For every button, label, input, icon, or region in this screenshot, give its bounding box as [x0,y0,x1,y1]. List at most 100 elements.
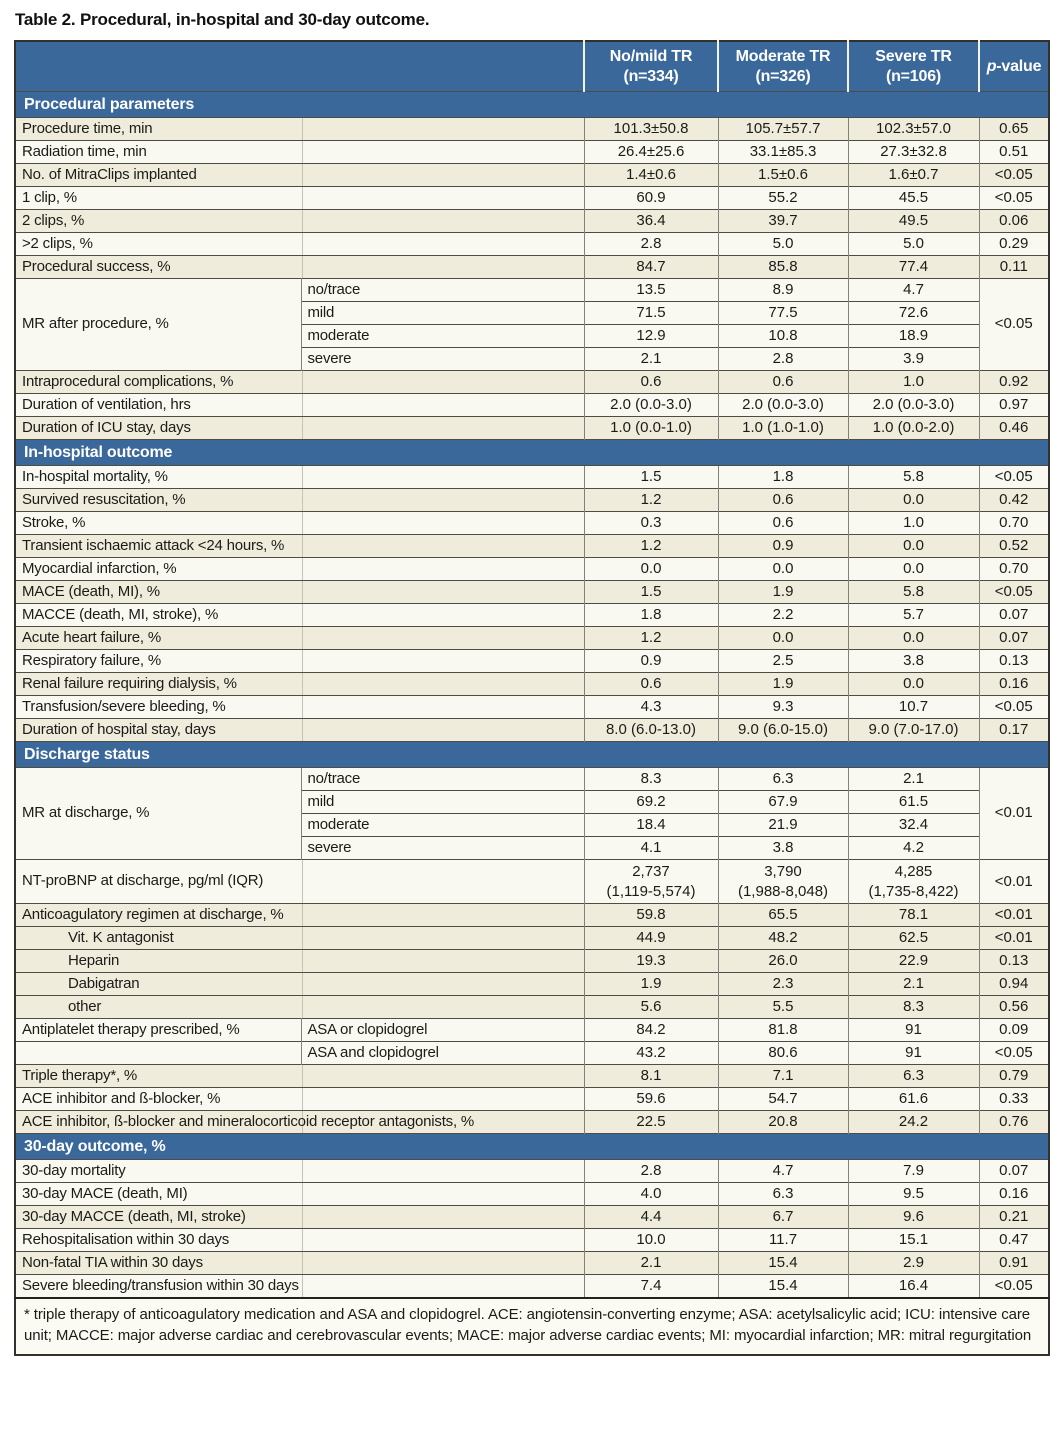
col-header-p-value: p-value [978,41,1049,92]
row-label: MACE (death, MI), % [15,580,584,604]
p-value-cell: 0.47 [978,1228,1049,1252]
value-cell: 102.3±57.0 [847,117,979,141]
row-label: other [15,995,584,1019]
p-value-cell: 0.16 [978,1182,1049,1206]
p-value-cell: 0.42 [978,488,1049,512]
value-cell: 1.8 [717,465,848,489]
row-label: Intraprocedural complications, % [15,370,584,394]
table-row: Radiation time, min 26.4±25.6 33.1±85.3 27.… [15,140,1049,164]
p-value-cell: 0.33 [978,1087,1049,1111]
row-label: Survived resuscitation, % [15,488,584,512]
table-row: 1 clip, % 60.9 55.2 45.5 <0.05 [15,186,1049,210]
value-cell: 101.3±50.8 [583,117,718,141]
value-cell: 0.6 [717,511,848,535]
table-row: Intraprocedural complications, % 0.6 0.6 1.… [15,370,1049,394]
value-cell: 22.5 [583,1110,718,1134]
section-title: Procedural parameters [15,91,1049,118]
value-cell: 2.8 [583,1159,718,1183]
sub-label: mild [301,790,584,814]
table-row: ASA and clopidogrel 43.2 80.6 91 <0.05 [15,1041,1049,1065]
value-cell: 77.5 [717,301,848,325]
value-cell: 5.7 [847,603,979,627]
value-cell: 8.3 [583,767,718,791]
value-cell: 77.4 [847,255,979,279]
value-cell: 0.6 [583,370,718,394]
section-header-row: Procedural parameters [15,91,1049,118]
value-cell: 9.3 [717,695,848,719]
p-value-cell: 0.76 [978,1110,1049,1134]
value-cell: 80.6 [717,1041,848,1065]
p-value-cell: <0.05 [978,186,1049,210]
value-cell: 65.5 [717,903,848,927]
p-value-cell: 0.07 [978,626,1049,650]
table-row: Vit. K antagonist 44.9 48.2 62.5 <0.01 [15,926,1049,950]
sub-label: mild [301,301,584,325]
row-label: Triple therapy*, % [15,1064,584,1088]
p-value-cell: <0.01 [978,926,1049,950]
row-label: Acute heart failure, % [15,626,584,650]
value-cell: 10.8 [717,324,848,348]
value-cell: 6.3 [717,1182,848,1206]
value-cell: 0.0 [847,557,979,581]
col-header-no-mild-tr: No/mild TR (n=334) [583,41,718,92]
row-label [15,1041,302,1065]
value-cell: 0.0 [717,557,848,581]
table-row: other 5.6 5.5 8.3 0.56 [15,995,1049,1019]
table-row: Transfusion/severe bleeding, % 4.3 9.3 10.7… [15,695,1049,719]
section-title: 30-day outcome, % [15,1133,1049,1160]
value-cell: 84.2 [583,1018,718,1042]
p-rest: -value [996,57,1042,75]
p-value-cell: 0.07 [978,1159,1049,1183]
row-label: Dabigatran [15,972,584,996]
value-cell: 0.0 [847,488,979,512]
value-cell: 2.0 (0.0-3.0) [583,393,718,417]
table-row: Acute heart failure, % 1.2 0.0 0.0 0.07 [15,626,1049,650]
value-cell: 16.4 [847,1274,979,1298]
value-cell: 7.4 [583,1274,718,1298]
row-label: Radiation time, min [15,140,584,164]
table-title: Table 2. Procedural, in-hospital and 30-… [15,10,430,29]
value-cell: 61.5 [847,790,979,814]
table-row: Procedure time, min 101.3±50.8 105.7±57.7 1… [15,117,1049,141]
value-cell: 1.9 [717,580,848,604]
value-cell: 6.7 [717,1205,848,1229]
row-label: Rehospitalisation within 30 days [15,1228,584,1252]
row-label: Transient ischaemic attack <24 hours, % [15,534,584,558]
value-cell: 105.7±57.7 [717,117,848,141]
value-cell: 4,285 (1,735-8,422) [847,859,979,904]
value-cell: 67.9 [717,790,848,814]
value-cell: 43.2 [583,1041,718,1065]
sub-label: moderate [301,813,584,837]
value-cell: 0.0 [583,557,718,581]
value-cell: 6.3 [717,767,848,791]
value-cell: 33.1±85.3 [717,140,848,164]
value-cell: 2.5 [717,649,848,673]
col-header-line1: No/mild TR [609,47,693,65]
value-cell: 72.6 [847,301,979,325]
table-row: Duration of ICU stay, days 1.0 (0.0-1.0) 1… [15,416,1049,440]
value-cell: 4.7 [717,1159,848,1183]
sub-label: severe [301,836,584,860]
table-row: Rehospitalisation within 30 days 10.0 11.7… [15,1228,1049,1252]
value-cell: 7.1 [717,1064,848,1088]
value-cell: 2,737 (1,119-5,574) [583,859,718,904]
value-cell: 54.7 [717,1087,848,1111]
p-value-cell: 0.17 [978,718,1049,742]
p-value-cell: 0.79 [978,1064,1049,1088]
p-value-cell: 0.21 [978,1205,1049,1229]
row-label: Duration of ICU stay, days [15,416,584,440]
value-cell: 1.0 (0.0-1.0) [583,416,718,440]
row-label: Respiratory failure, % [15,649,584,673]
value-cell: 21.9 [717,813,848,837]
p-value-cell: <0.05 [978,1274,1049,1298]
p-value-cell: 0.91 [978,1251,1049,1275]
value-cell: 0.0 [717,626,848,650]
p-value-cell: 0.65 [978,117,1049,141]
header-empty-cell [15,41,584,92]
value-cell: 1.5 [583,465,718,489]
row-label: Myocardial infarction, % [15,557,584,581]
table-row: Transient ischaemic attack <24 hours, % 1… [15,534,1049,558]
row-label: 30-day MACE (death, MI) [15,1182,584,1206]
value-cell: 1.5±0.6 [717,163,848,187]
p-value-cell: <0.01 [978,903,1049,927]
